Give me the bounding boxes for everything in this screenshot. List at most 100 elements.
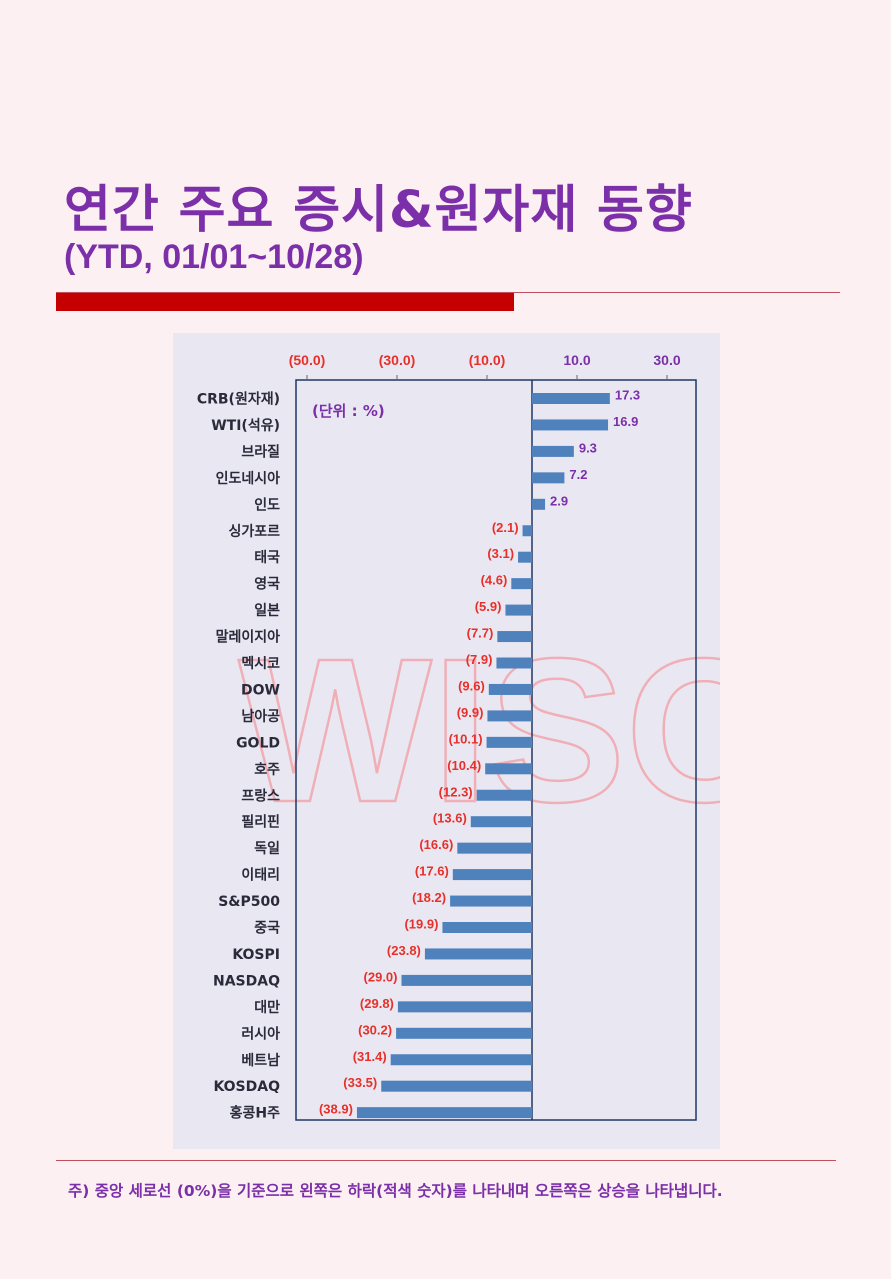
category-label: S&P500	[218, 894, 280, 910]
bar	[532, 445, 574, 457]
bar	[497, 631, 532, 643]
category-label: CRB(원자재)	[197, 392, 280, 408]
value-label: 7.2	[569, 467, 587, 482]
category-label: 호주	[254, 762, 280, 778]
category-label: 싱가포르	[228, 524, 280, 540]
value-label: (9.6)	[458, 678, 485, 693]
bar	[486, 736, 532, 748]
tick-label: (50.0)	[289, 352, 326, 368]
category-label: NASDAQ	[213, 973, 280, 989]
value-label: (9.9)	[457, 705, 484, 720]
category-label: GOLD	[236, 735, 280, 751]
category-label: 태국	[254, 550, 280, 566]
category-label: 브라질	[241, 444, 280, 460]
category-label: WTI(석유)	[211, 418, 280, 434]
value-label: (3.1)	[487, 546, 514, 561]
bar	[457, 842, 532, 854]
bar-chart: WISC (50.0) (30.0) (10.0) 10.0 30.0 (단위 : %) CR…	[197, 352, 720, 1122]
category-label: 일본	[254, 603, 280, 619]
page-title: 연간 주요 증시&원자재 동향	[64, 181, 693, 240]
bar	[396, 1027, 532, 1039]
category-label: 인도네시아	[216, 470, 281, 487]
value-label: (4.6)	[481, 573, 508, 588]
tick-label: 10.0	[563, 352, 590, 368]
footer-rule	[56, 1160, 836, 1161]
bar	[532, 498, 546, 510]
category-label: DOW	[241, 682, 280, 698]
value-label: (2.1)	[492, 520, 519, 535]
bar	[356, 1107, 532, 1119]
bar	[522, 525, 532, 537]
bar	[488, 683, 532, 695]
bar	[496, 657, 532, 669]
value-label: 17.3	[615, 388, 640, 403]
value-label: (38.9)	[319, 1102, 353, 1117]
category-label: 이태리	[241, 867, 280, 884]
value-label: (29.8)	[360, 996, 394, 1011]
value-label: (17.6)	[415, 864, 449, 879]
value-label: (10.4)	[447, 758, 481, 773]
bar	[532, 393, 610, 404]
chart-panel: WISC (50.0) (30.0) (10.0) 10.0 30.0 (단위 : %) CR…	[173, 333, 720, 1149]
bar	[390, 1054, 532, 1066]
bar	[485, 763, 532, 775]
page-subtitle: (YTD, 01/01~10/28)	[64, 238, 364, 276]
bar	[511, 578, 532, 590]
bar	[532, 419, 609, 431]
bar	[476, 789, 532, 801]
value-label: (12.3)	[439, 784, 473, 799]
category-label: 대만	[254, 1000, 280, 1016]
category-label: 말레이지아	[216, 629, 281, 646]
bar	[397, 1001, 532, 1013]
category-label: 멕시코	[241, 655, 280, 672]
value-label: (5.9)	[475, 599, 502, 614]
value-label: 9.3	[579, 440, 597, 455]
value-label: (18.2)	[412, 890, 446, 905]
tick-label: 30.0	[653, 352, 680, 368]
category-label: 인도	[254, 496, 280, 513]
plot-frame	[295, 379, 697, 1121]
bar	[401, 974, 532, 986]
value-label: (33.5)	[343, 1075, 377, 1090]
value-label: (23.8)	[387, 943, 421, 958]
bar	[505, 604, 532, 616]
tick-label: (10.0)	[469, 352, 506, 368]
value-label: (13.6)	[433, 811, 467, 826]
bar	[452, 869, 532, 881]
value-label: 2.9	[550, 493, 568, 508]
category-label: 러시아	[241, 1025, 280, 1042]
value-label: (10.1)	[449, 731, 483, 746]
category-label: KOSDAQ	[213, 1079, 280, 1095]
category-label: 독일	[254, 841, 280, 857]
value-label: (31.4)	[353, 1049, 387, 1064]
category-label: 홍콩H주	[230, 1105, 280, 1122]
value-label: (29.0)	[364, 969, 398, 984]
category-label: 남아공	[241, 708, 280, 725]
value-label: (16.6)	[419, 837, 453, 852]
category-label: 필리핀	[241, 814, 280, 831]
bar	[424, 948, 532, 960]
category-label: 베트남	[241, 1052, 280, 1069]
bar	[470, 816, 532, 828]
category-label: 중국	[254, 921, 280, 937]
value-label: (7.9)	[466, 652, 493, 667]
watermark: WISC	[238, 616, 720, 845]
tick-label: (30.0)	[379, 352, 416, 368]
value-label: (30.2)	[358, 1022, 392, 1037]
footnote: 주) 중앙 세로선 (0%)을 기준으로 왼쪽은 하락(적색 숫자)를 나타내며…	[68, 1182, 723, 1200]
category-label: KOSPI	[232, 947, 280, 963]
title-rule	[56, 292, 840, 293]
bar	[450, 895, 532, 907]
category-label: 프랑스	[241, 788, 280, 804]
bar	[518, 551, 532, 563]
category-label: 영국	[254, 576, 280, 593]
bar	[381, 1080, 532, 1092]
bar	[487, 710, 532, 722]
value-label: 16.9	[613, 414, 638, 429]
value-label: (19.9)	[404, 917, 438, 932]
bar	[442, 922, 532, 933]
value-label: (7.7)	[467, 626, 494, 641]
unit-note: (단위 : %)	[312, 402, 385, 420]
title-accent-bar	[56, 293, 514, 311]
bar	[532, 472, 565, 484]
